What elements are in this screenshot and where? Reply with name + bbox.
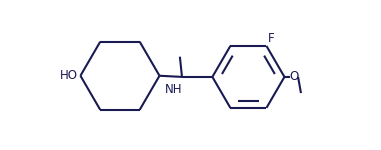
- Text: NH: NH: [165, 83, 182, 96]
- Text: O: O: [290, 70, 299, 83]
- Text: HO: HO: [60, 69, 78, 82]
- Text: F: F: [268, 32, 275, 45]
